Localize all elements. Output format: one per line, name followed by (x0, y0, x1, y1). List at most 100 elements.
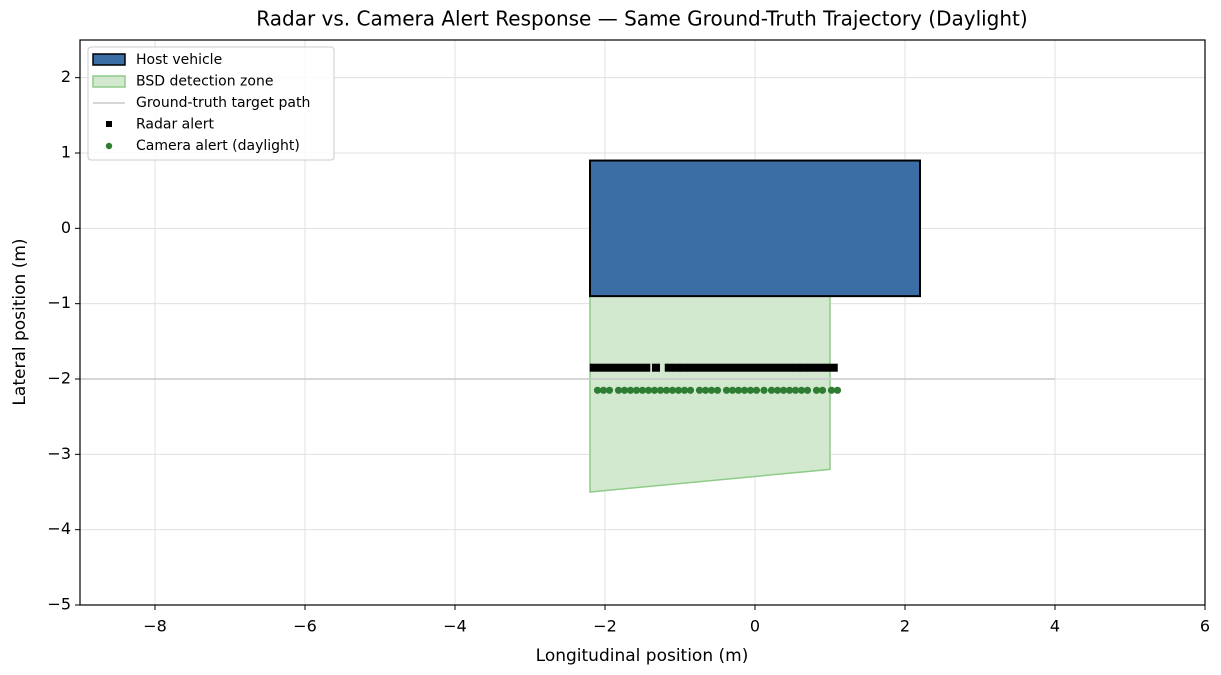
legend-box (87, 46, 335, 161)
chart-title: Radar vs. Camera Alert Response — Same G… (256, 7, 1027, 31)
host-vehicle (589, 159, 921, 298)
camera-alert (599, 386, 608, 394)
camera-alert (605, 386, 614, 394)
camera-alert (803, 386, 812, 394)
x-tick-label: 6 (1200, 617, 1210, 636)
legend-swatch (92, 75, 126, 88)
plot-frame (79, 39, 1206, 606)
camera-alert (728, 386, 737, 394)
x-tick-label: 4 (1050, 617, 1060, 636)
radar-alert (604, 363, 613, 372)
y-tick-label: 1 (61, 143, 71, 162)
camera-alert (818, 386, 827, 394)
camera-alert (668, 386, 677, 394)
radar-alert (792, 363, 801, 372)
camera-alert (827, 386, 836, 394)
radar-alert (627, 363, 636, 372)
camera-alert (638, 386, 647, 394)
x-tick-label: 0 (750, 617, 760, 636)
radar-alert (822, 363, 831, 372)
camera-alert (752, 386, 761, 394)
camera-alert (713, 386, 722, 394)
y-tick-label: 0 (61, 218, 71, 237)
camera-alert (680, 386, 689, 394)
camera-alert (812, 386, 821, 394)
y-tick-label: −2 (47, 369, 71, 388)
radar-alert (724, 363, 733, 372)
y-tick-label: 2 (61, 67, 71, 86)
camera-alert (760, 386, 768, 394)
y-tick-label: −4 (47, 519, 71, 538)
y-tick-label: −5 (47, 595, 71, 614)
camera-alert (674, 386, 683, 394)
radar-alert (589, 363, 598, 372)
radar-alert (807, 363, 816, 372)
camera-alert (785, 386, 794, 394)
x-tick-label: −6 (293, 617, 317, 636)
camera-alert (722, 386, 731, 394)
camera-alert (656, 386, 665, 394)
radar-alert (664, 363, 673, 372)
radar-alert (747, 363, 756, 372)
x-tick-label: −4 (443, 617, 467, 636)
radar-alert (777, 363, 786, 372)
radar-alert (694, 363, 703, 372)
camera-alert (746, 386, 755, 394)
camera-alert (779, 386, 788, 394)
legend-label: BSD detection zone (136, 74, 273, 90)
radar-alert (672, 363, 681, 372)
radar-alert (784, 363, 793, 372)
y-axis-label: Lateral position (m) (10, 238, 30, 405)
y-tick-label: −1 (47, 293, 71, 312)
radar-alert (679, 363, 688, 372)
camera-alert (707, 386, 716, 394)
radar-alert (762, 363, 771, 372)
radar-alert (612, 363, 621, 372)
camera-alert (773, 386, 782, 394)
radar-alert (619, 363, 628, 372)
camera-alert (740, 386, 749, 394)
y-tick-label: −3 (47, 444, 71, 463)
camera-alert (593, 386, 602, 394)
x-tick-label: −2 (593, 617, 617, 636)
radar-alert (687, 363, 696, 372)
legend-label: Camera alert (daylight) (136, 138, 300, 154)
camera-alert (734, 386, 743, 394)
camera-alert (686, 386, 695, 394)
radar-alert (597, 363, 606, 372)
camera-alert (833, 386, 842, 394)
camera-alert (767, 386, 776, 394)
camera-alert (791, 386, 800, 394)
legend-swatch (92, 53, 126, 66)
camera-alert (662, 386, 671, 394)
radar-alert (634, 363, 643, 372)
radar-alert (829, 363, 838, 372)
legend-swatch (106, 121, 112, 127)
radar-alert (652, 363, 660, 372)
radar-alert (769, 363, 778, 372)
radar-alert (702, 363, 711, 372)
legend-label: Ground-truth target path (136, 95, 310, 111)
x-tick-label: 2 (900, 617, 910, 636)
camera-alert (632, 386, 641, 394)
legend-swatch (105, 142, 113, 150)
camera-alert (626, 386, 635, 394)
camera-alert (614, 386, 623, 394)
legend-label: Host vehicle (136, 52, 222, 68)
x-axis-label: Longitudinal position (m) (536, 646, 749, 666)
camera-alert (650, 386, 659, 394)
camera-alert (701, 386, 710, 394)
camera-alert (644, 386, 653, 394)
x-tick-label: −8 (143, 617, 167, 636)
legend-label: Radar alert (136, 117, 215, 133)
radar-alert (717, 363, 726, 372)
camera-alert (797, 386, 806, 394)
camera-alert (620, 386, 629, 394)
radar-alert (739, 363, 748, 372)
radar-alert (814, 363, 823, 372)
radar-alert (799, 363, 808, 372)
radar-alert (754, 363, 763, 372)
radar-alert (642, 363, 651, 372)
detection-zone (589, 295, 831, 493)
